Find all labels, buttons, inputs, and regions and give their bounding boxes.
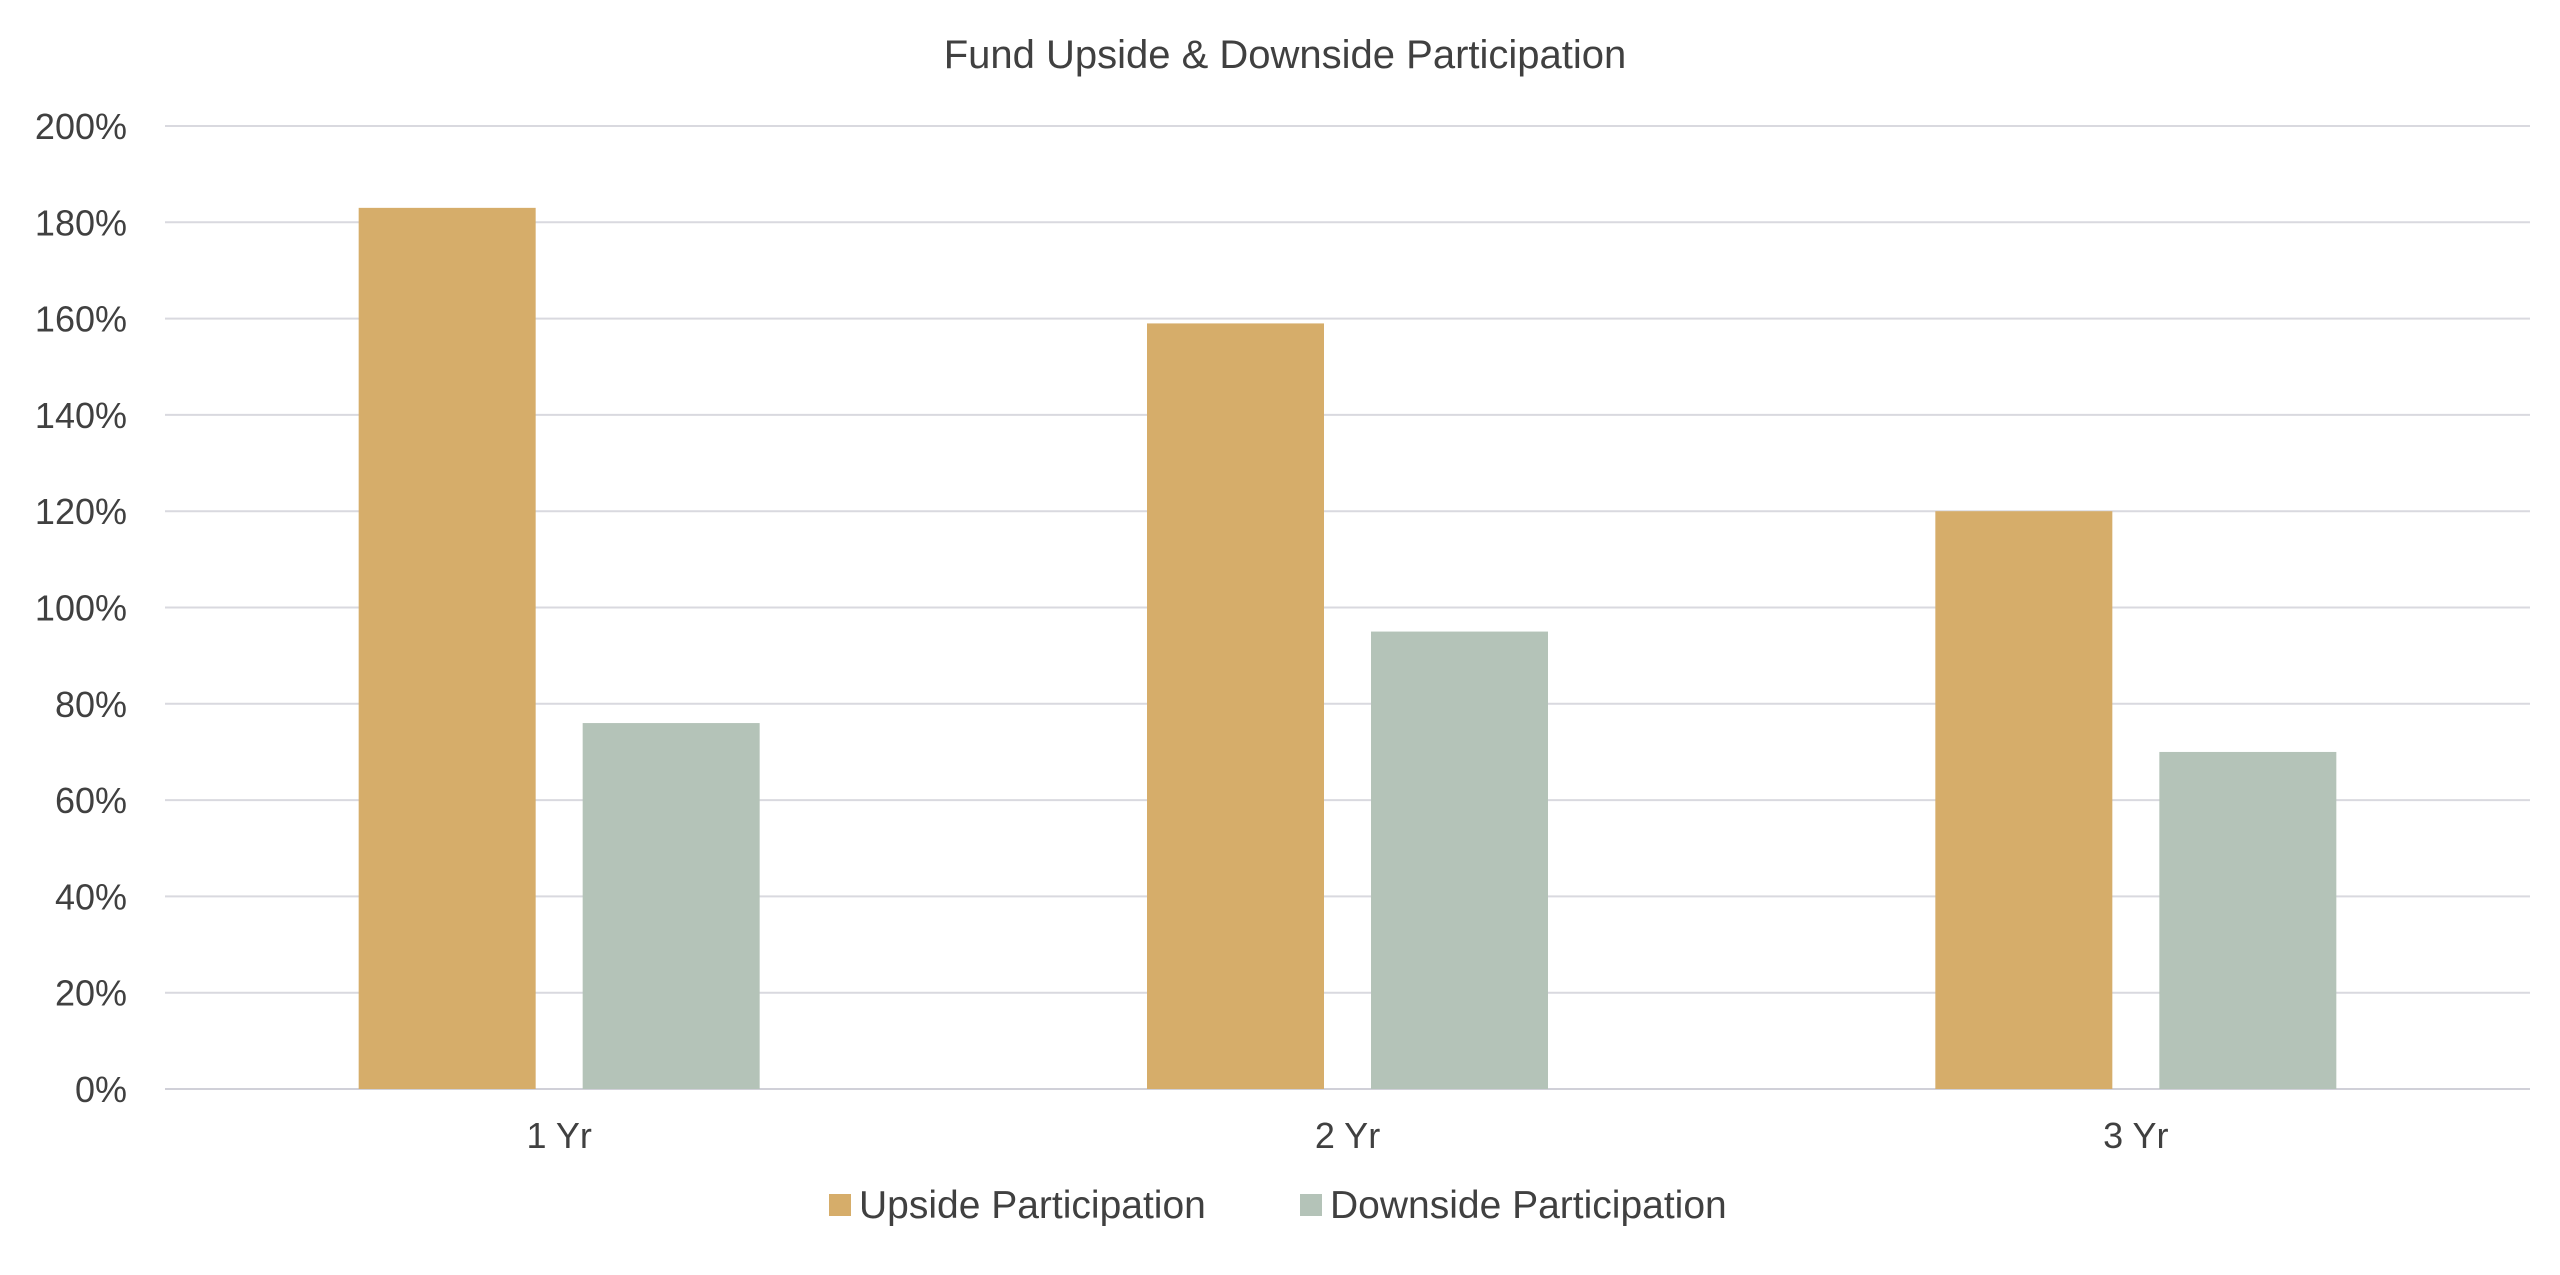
legend-label: Upside Participation [859, 1184, 1206, 1227]
y-tick-label: 100% [35, 588, 127, 629]
y-tick-label: 140% [35, 395, 127, 436]
y-axis-tick-labels: 0% 20% 40% 60% 80% 100% 120% 140% 160% 180% 200% [35, 106, 127, 1110]
legend: Upside Participation Downside Participati… [829, 1184, 1727, 1227]
bar-upside-3 [1935, 511, 2113, 1089]
y-tick-label: 60% [55, 780, 127, 821]
bar-downside-1 [582, 723, 760, 1089]
legend-label: Downside Participation [1330, 1184, 1727, 1227]
y-tick-label: 160% [35, 299, 127, 340]
y-tick-label: 80% [55, 684, 127, 725]
y-tick-label: 120% [35, 491, 127, 532]
legend-swatch [829, 1194, 851, 1216]
bars [358, 207, 2337, 1090]
bar-upside-2 [1147, 323, 1324, 1089]
bar-downside-3 [2159, 751, 2337, 1089]
x-category-label: 3 Yr [2103, 1115, 2168, 1156]
y-tick-label: 0% [75, 1069, 127, 1110]
gridlines [165, 125, 2530, 1090]
x-category-label: 1 Yr [526, 1115, 591, 1156]
x-category-label: 2 Yr [1315, 1115, 1380, 1156]
legend-swatch [1300, 1194, 1322, 1216]
chart-title: Fund Upside & Downside Participation [944, 33, 1627, 77]
y-tick-label: 20% [55, 973, 127, 1014]
bar-downside-2 [1371, 631, 1548, 1089]
y-tick-label: 200% [35, 106, 127, 147]
y-tick-label: 180% [35, 202, 127, 243]
bar-upside-1 [358, 207, 536, 1090]
y-tick-label: 40% [55, 876, 127, 917]
x-axis-category-labels: 1 Yr 2 Yr 3 Yr [526, 1115, 2168, 1156]
